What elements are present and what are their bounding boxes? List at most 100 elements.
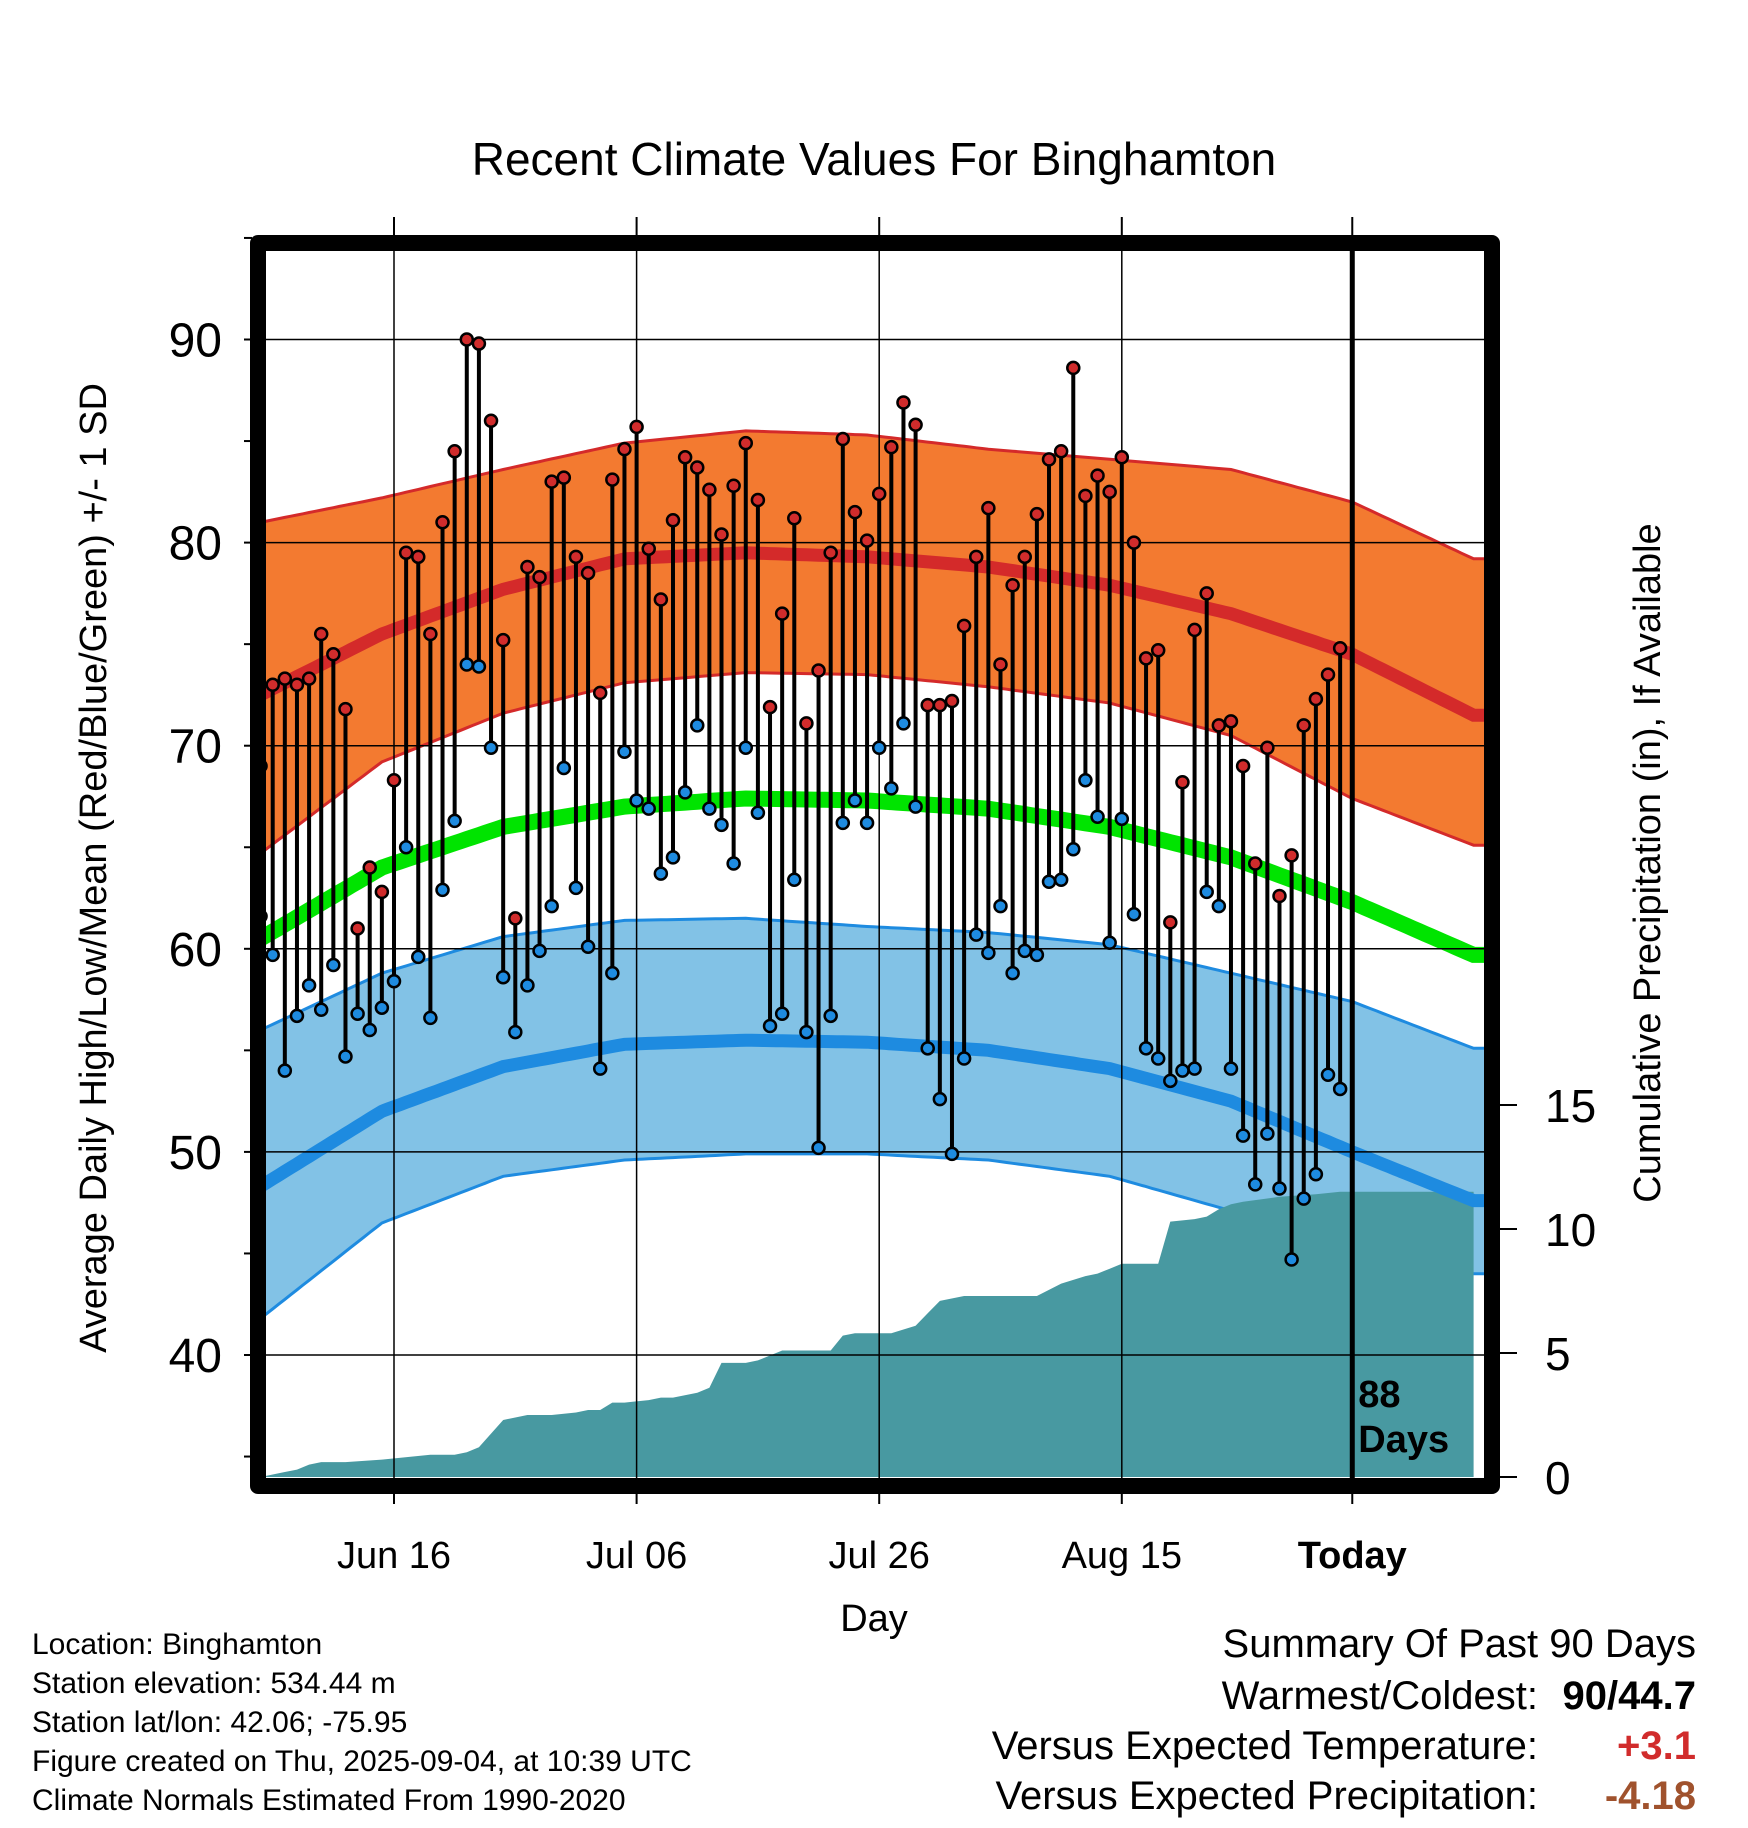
daily-low-point bbox=[605, 965, 620, 981]
daily-low-point bbox=[1235, 1128, 1251, 1143]
daily-low-point bbox=[1272, 1181, 1287, 1196]
daily-low-point bbox=[799, 1024, 814, 1040]
daily-high-point bbox=[653, 592, 669, 607]
daily-high-point bbox=[1247, 856, 1263, 871]
daily-low-point bbox=[1041, 874, 1057, 890]
daily-high-point bbox=[301, 671, 317, 686]
daily-high-point bbox=[1235, 758, 1251, 774]
daily-high-point bbox=[1126, 535, 1142, 550]
daily-low-point bbox=[1005, 965, 1020, 981]
daily-high-point bbox=[1284, 848, 1299, 863]
daily-high-point bbox=[580, 565, 596, 581]
precipitation-area bbox=[260, 1191, 1474, 1477]
y-tick-label: 90 bbox=[169, 315, 222, 368]
daily-high-point bbox=[774, 606, 790, 621]
daily-low-point bbox=[908, 799, 923, 814]
daily-high-point bbox=[617, 441, 632, 457]
daily-low-point bbox=[944, 1146, 960, 1162]
daily-low-point bbox=[483, 740, 499, 755]
daily-low-point bbox=[532, 943, 547, 959]
daily-low-point bbox=[1102, 935, 1117, 950]
x-tick-label: Jul 06 bbox=[586, 1535, 687, 1577]
daily-high-point bbox=[871, 486, 887, 502]
daily-high-point bbox=[277, 671, 293, 686]
daily-low-point bbox=[544, 898, 559, 914]
daily-low-point bbox=[847, 793, 863, 808]
daily-low-point bbox=[738, 740, 754, 755]
daily-high-point bbox=[835, 431, 851, 447]
daily-high-point bbox=[726, 478, 741, 493]
daily-low-point bbox=[1175, 1063, 1190, 1078]
today-days-number: 88 bbox=[1358, 1374, 1400, 1416]
y-tick-label: 50 bbox=[169, 1127, 222, 1180]
low-sd-band bbox=[260, 918, 1486, 1319]
daily-low-point bbox=[338, 1049, 353, 1064]
x-tick-label: Aug 15 bbox=[1062, 1535, 1182, 1577]
daily-low-point bbox=[956, 1051, 972, 1066]
daily-high-point bbox=[605, 472, 620, 487]
daily-high-point bbox=[738, 435, 754, 451]
daily-high-point bbox=[702, 482, 717, 498]
daily-high-point bbox=[1017, 549, 1033, 565]
daily-high-point bbox=[1114, 450, 1130, 465]
daily-low-point bbox=[386, 974, 402, 989]
daily-low-point bbox=[1211, 898, 1227, 914]
daily-high-point bbox=[1332, 640, 1348, 656]
y-tick-label: 70 bbox=[169, 721, 222, 774]
daily-high-point bbox=[1102, 484, 1117, 500]
x-axis-label: Day bbox=[840, 1598, 908, 1640]
daily-low-point bbox=[1029, 947, 1045, 963]
daily-low-point bbox=[617, 744, 632, 760]
daily-high-point bbox=[532, 569, 547, 585]
precip-anomaly-label: Versus Expected Precipitation: bbox=[995, 1774, 1538, 1818]
x-tick-label: Jun 16 bbox=[337, 1535, 451, 1577]
daily-high-point bbox=[920, 697, 935, 713]
precip-anomaly-value: -4.18 bbox=[1604, 1774, 1696, 1818]
daily-low-point bbox=[1163, 1073, 1178, 1089]
daily-low-point bbox=[265, 947, 280, 963]
daily-low-point bbox=[884, 781, 899, 796]
daily-low-point bbox=[1199, 884, 1214, 900]
y2-tick-label: 15 bbox=[1545, 1080, 1596, 1132]
daily-high-point bbox=[823, 545, 838, 561]
daily-low-point bbox=[1332, 1081, 1348, 1097]
daily-high-point bbox=[847, 504, 863, 520]
daily-high-point bbox=[690, 460, 705, 475]
latlon-text: Station lat/lon: 42.06; -75.95 bbox=[32, 1706, 408, 1739]
daily-high-point bbox=[799, 716, 814, 731]
high-sd-band bbox=[260, 430, 1486, 854]
daily-low-point bbox=[896, 716, 911, 731]
daily-low-point bbox=[968, 927, 984, 942]
daily-high-point bbox=[932, 697, 948, 713]
daily-high-point bbox=[471, 336, 487, 351]
daily-high-point bbox=[447, 443, 462, 459]
daily-high-point bbox=[459, 332, 475, 347]
daily-low-point bbox=[1114, 811, 1130, 827]
daily-high-point bbox=[641, 541, 656, 556]
daily-low-point bbox=[1247, 1177, 1263, 1192]
daily-low-point bbox=[459, 657, 475, 672]
daily-low-point bbox=[811, 1140, 826, 1156]
daily-low-point bbox=[435, 882, 450, 898]
plot-frame bbox=[250, 235, 1500, 1494]
daily-low-point bbox=[653, 866, 669, 881]
daily-low-point bbox=[508, 1024, 523, 1040]
daily-high-point bbox=[265, 677, 280, 693]
location-text: Location: Binghamton bbox=[32, 1628, 323, 1661]
daily-high-point bbox=[313, 626, 329, 642]
daily-low-point bbox=[1223, 1061, 1239, 1076]
daily-low-point bbox=[1308, 1166, 1324, 1182]
daily-high-point bbox=[787, 510, 802, 526]
daily-high-point bbox=[811, 663, 826, 678]
y2-tick-label: 10 bbox=[1545, 1204, 1596, 1256]
daily-low-point bbox=[350, 1006, 365, 1022]
daily-low-point bbox=[362, 1022, 377, 1038]
daily-low-point bbox=[1126, 907, 1142, 922]
daily-high-point bbox=[1078, 488, 1093, 504]
daily-low-point bbox=[277, 1063, 293, 1078]
daily-high-point bbox=[665, 513, 681, 528]
daily-low-point bbox=[556, 760, 572, 776]
daily-low-point bbox=[823, 1008, 838, 1024]
